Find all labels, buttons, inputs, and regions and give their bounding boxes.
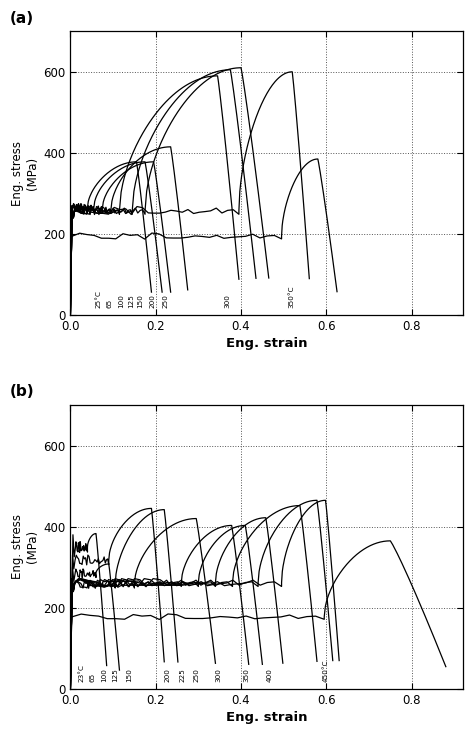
Text: 65: 65 [90,673,96,681]
Text: 100: 100 [118,294,124,308]
Text: 125: 125 [128,294,135,308]
Y-axis label: Eng. stress
(MPa): Eng. stress (MPa) [11,140,39,206]
Text: 25°C: 25°C [96,290,102,308]
Text: 23°C: 23°C [79,664,85,681]
Text: 225: 225 [180,667,186,681]
Text: 250: 250 [193,667,199,681]
Text: 300: 300 [224,294,230,308]
Text: 400: 400 [267,667,273,681]
Text: (a): (a) [9,10,34,26]
Y-axis label: Eng. stress
(MPa): Eng. stress (MPa) [11,514,39,579]
X-axis label: Eng. strain: Eng. strain [226,711,307,724]
Text: (b): (b) [9,384,34,399]
Text: 100: 100 [100,667,107,681]
Text: 150: 150 [137,294,143,308]
Text: 450°C: 450°C [322,659,328,681]
Text: 300: 300 [216,667,222,681]
Text: 350: 350 [244,667,250,681]
Text: 200: 200 [164,667,171,681]
Text: 250: 250 [162,294,168,308]
Text: 150: 150 [126,667,132,681]
Text: 350°C: 350°C [288,285,294,308]
Text: 200: 200 [150,294,156,308]
Text: 65: 65 [107,298,113,308]
Text: 125: 125 [112,667,118,681]
X-axis label: Eng. strain: Eng. strain [226,337,307,350]
